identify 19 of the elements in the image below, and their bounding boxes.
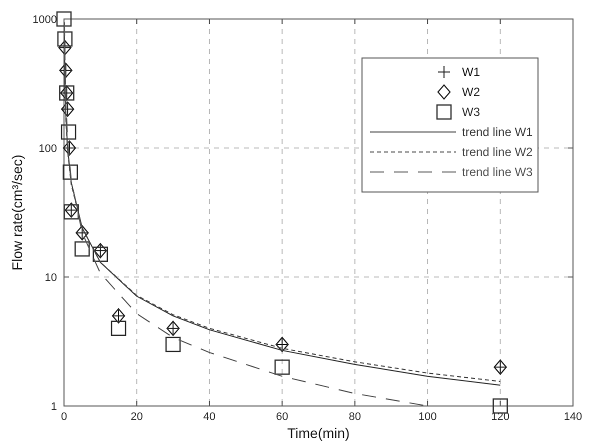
legend-label: W3 <box>462 105 480 120</box>
legend-label: W1 <box>462 65 480 80</box>
x-tick-label: 80 <box>348 411 361 423</box>
text: trend line W3 <box>462 165 533 180</box>
legend-label: W2 <box>462 85 480 100</box>
x-axis-title: Time(min) <box>287 425 350 441</box>
x-tick-label: 140 <box>564 411 582 423</box>
x-tick-label: 20 <box>130 411 143 423</box>
x-tick-label: 100 <box>418 411 437 423</box>
x-tick-label: 60 <box>276 411 288 423</box>
y-tick-label: 10 <box>44 272 57 284</box>
text: trend line W1 <box>462 125 533 140</box>
text: trend line W2 <box>462 145 533 160</box>
x-tick-label: 0 <box>60 411 68 423</box>
y-tick-label: 1000 <box>32 14 57 26</box>
y-tick-label: 1 <box>50 400 57 413</box>
y-tick-label: 100 <box>38 142 57 155</box>
y-axis-title: Flow rate(cm³/sec) <box>9 154 25 270</box>
x-tick-label: 40 <box>203 411 216 423</box>
